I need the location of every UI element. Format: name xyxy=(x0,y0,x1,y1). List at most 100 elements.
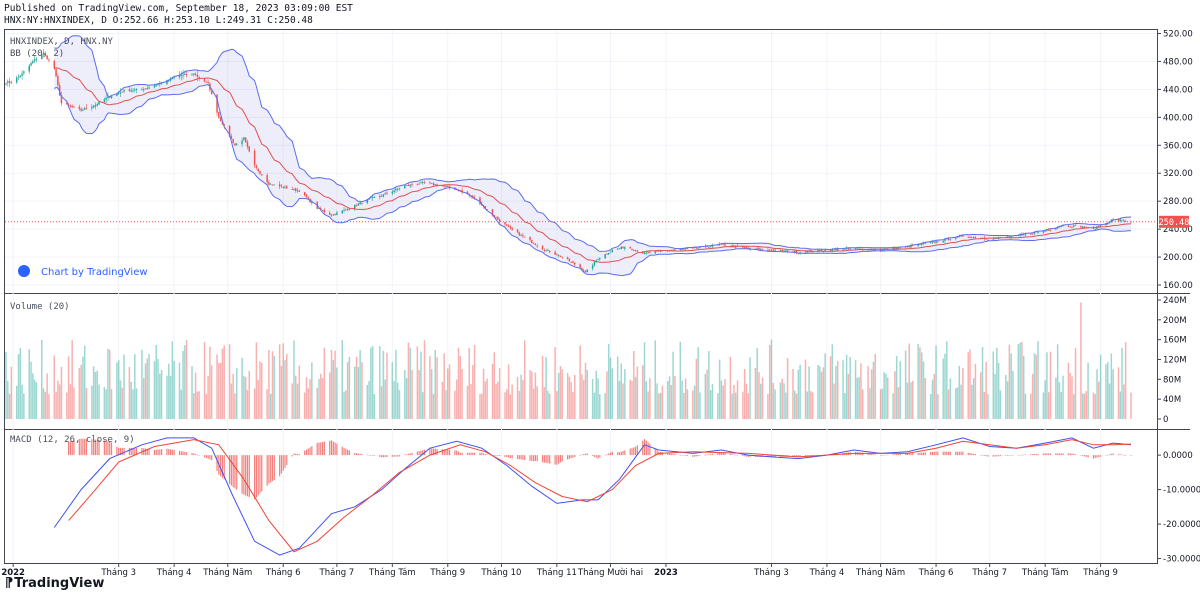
macd-histogram-bar xyxy=(411,452,413,456)
macd-histogram-bar xyxy=(1121,454,1123,456)
volume-bar xyxy=(556,391,558,419)
candle-body xyxy=(686,248,689,249)
candle-body xyxy=(436,184,438,186)
macd-histogram-bar xyxy=(634,446,637,456)
candle-body xyxy=(395,188,397,191)
macd-histogram-bar xyxy=(493,455,495,456)
candle-body xyxy=(230,136,233,139)
candle-body xyxy=(616,248,619,250)
macd-histogram-bar xyxy=(259,455,261,494)
volume-bar xyxy=(531,371,533,419)
macd-histogram-bar xyxy=(155,449,157,456)
candle-body xyxy=(418,183,420,185)
volume-bar xyxy=(920,352,923,419)
macd-histogram-bar xyxy=(330,440,333,456)
macd-histogram-bar xyxy=(182,451,184,456)
macd-histogram-bar xyxy=(486,454,488,456)
candle-body xyxy=(835,249,837,251)
candle-body xyxy=(241,140,243,145)
volume-bar xyxy=(348,356,351,419)
candle-body xyxy=(572,261,574,263)
volume-bar xyxy=(997,362,1000,419)
macd-histogram-bar xyxy=(654,448,656,456)
volume-bar xyxy=(681,380,683,419)
candle-body xyxy=(94,104,97,107)
candle-body xyxy=(83,108,86,110)
candle-body xyxy=(520,234,522,236)
volume-bar xyxy=(854,360,857,419)
candle-body xyxy=(380,195,383,197)
macd-histogram-bar xyxy=(593,455,596,457)
candle-body xyxy=(581,268,583,271)
macd-histogram-bar xyxy=(981,455,984,456)
macd-histogram-bar xyxy=(899,453,901,456)
volume-bar xyxy=(554,347,556,419)
volume-bar xyxy=(191,366,193,419)
volume-bar xyxy=(643,342,646,419)
candle-body xyxy=(184,73,186,75)
candle-body xyxy=(246,141,249,147)
macd-histogram-bar xyxy=(67,441,70,456)
volume-bar xyxy=(121,387,124,419)
volume-bar xyxy=(767,394,769,419)
volume-bar xyxy=(980,372,982,419)
macd-histogram-bar xyxy=(547,455,549,464)
candle-body xyxy=(105,97,107,100)
volume-bar xyxy=(44,391,47,419)
macd-tick-label: -20.0000 xyxy=(1163,520,1200,530)
candle-body xyxy=(820,249,823,252)
tradingview-brand[interactable]: ⁋ TradingView xyxy=(5,576,104,591)
macd-histogram-bar xyxy=(767,455,769,457)
candle-body xyxy=(643,252,646,254)
macd-histogram-bar xyxy=(608,453,610,456)
macd-histogram-bar xyxy=(717,453,719,456)
macd-histogram-bar xyxy=(382,455,384,458)
candle-body xyxy=(1021,234,1023,236)
watermark[interactable]: Chart by TradingView xyxy=(18,265,148,278)
candle-body xyxy=(670,249,673,251)
candle-body xyxy=(173,77,175,79)
macd-histogram-bar xyxy=(209,455,211,460)
volume-bar xyxy=(879,389,882,419)
volume-bar xyxy=(447,368,449,419)
candle-body xyxy=(135,88,138,90)
volume-bar xyxy=(466,385,469,419)
volume-bar xyxy=(298,365,301,419)
volume-bar xyxy=(917,343,919,419)
macd-histogram-bar xyxy=(1071,453,1073,456)
macd-histogram-bar xyxy=(1112,453,1114,456)
volume-bar xyxy=(831,344,834,419)
candle-body xyxy=(386,192,388,194)
candle-body xyxy=(516,229,519,233)
macd-histogram-bar xyxy=(792,455,794,457)
candle-body xyxy=(917,244,919,247)
volume-bar xyxy=(557,373,560,419)
macd-histogram-bar xyxy=(896,454,898,456)
candle-body xyxy=(697,247,699,249)
volume-bar xyxy=(17,354,20,419)
candle-body xyxy=(987,239,989,241)
volume-bar xyxy=(332,359,335,419)
macd-histogram-bar xyxy=(456,450,458,456)
macd-histogram-bar xyxy=(431,448,433,456)
volume-bar xyxy=(536,386,538,419)
macd-histogram-bar xyxy=(368,454,370,456)
volume-bar xyxy=(8,393,11,419)
macd-histogram-bar xyxy=(554,455,556,465)
volume-bar xyxy=(672,351,674,419)
candle-body xyxy=(216,94,218,113)
candle-body xyxy=(253,150,256,166)
macd-histogram-bar xyxy=(416,451,418,456)
candle-body xyxy=(271,184,274,186)
macd-histogram-bar xyxy=(406,454,408,456)
macd-histogram-bar xyxy=(674,454,676,456)
volume-bar xyxy=(21,384,23,419)
macd-histogram-bar xyxy=(685,455,687,456)
volume-bar xyxy=(228,344,231,419)
macd-histogram-bar xyxy=(398,455,401,457)
macd-histogram-bar xyxy=(474,452,476,456)
volume-bar xyxy=(1006,381,1009,419)
candle-body xyxy=(711,244,714,247)
volume-bar xyxy=(722,385,724,419)
